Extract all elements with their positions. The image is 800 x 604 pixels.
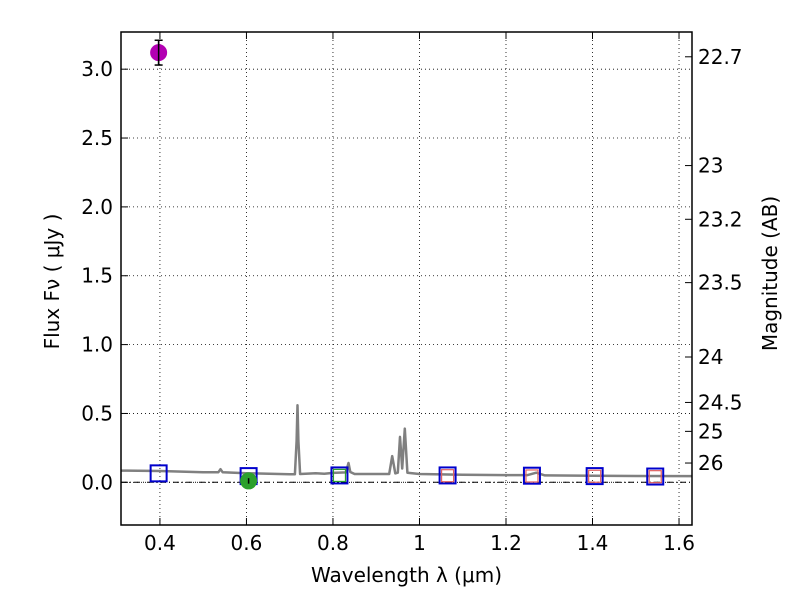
y-right-axis-label: Magnitude (AB) (758, 196, 782, 351)
model-photometry-marker (149, 464, 168, 483)
x-axis-label: Wavelength λ (μm) (311, 563, 502, 587)
model-photometry-marker (585, 467, 604, 486)
y-right-tick-label: 24 (698, 345, 723, 369)
y-tick-label: 0.5 (81, 401, 113, 425)
x-tick-label: 0.6 (231, 531, 263, 555)
y-tick-label: 1.0 (81, 333, 113, 357)
model-photometry-marker (330, 466, 349, 485)
upper-limit-marker (588, 469, 602, 483)
y-tick-label: 2.5 (81, 126, 113, 150)
y-right-tick-label: 22.7 (698, 45, 743, 69)
y-right-tick-label: 24.5 (698, 390, 743, 414)
model-spectrum-line (120, 403, 693, 478)
upper-limit-marker (440, 469, 455, 483)
y-tick-label: 1.5 (81, 264, 113, 288)
x-tick-label: 0.8 (317, 531, 349, 555)
x-tick-label: 1.2 (490, 531, 522, 555)
model-photometry-marker (522, 466, 541, 485)
detection-marker (332, 468, 347, 483)
y-right-tick-label: 25 (698, 419, 723, 443)
model-photometry-marker (438, 466, 457, 485)
series-layer (120, 39, 693, 490)
y-right-tick-label: 23.5 (698, 271, 743, 295)
plot-frame (120, 31, 693, 526)
y-right-tick-label: 26 (698, 451, 723, 475)
y-axis-label: Flux Fν ( μJy ) (40, 214, 64, 350)
y-tick-label: 0.0 (81, 470, 113, 494)
y-right-tick-label: 23 (698, 154, 723, 178)
upper-limit-marker (525, 469, 539, 483)
y-tick-label: 3.0 (81, 57, 113, 81)
y-tick-label: 2.0 (81, 195, 113, 219)
x-tick-label: 1.4 (577, 531, 609, 555)
x-tick-label: 1.6 (663, 531, 695, 555)
upper-limit-marker (648, 470, 662, 484)
x-tick-label: 0.4 (144, 531, 176, 555)
y-right-tick-label: 23.2 (698, 207, 743, 231)
ticks-layer: 0.4 0.6 0.8 1 1.2 1.4 1.6 0.0 0.5 1.0 1.5 2.0 2.5 3.0… (81, 32, 743, 555)
model-photometry-marker (646, 467, 665, 486)
x-tick-label: 1 (413, 531, 426, 555)
